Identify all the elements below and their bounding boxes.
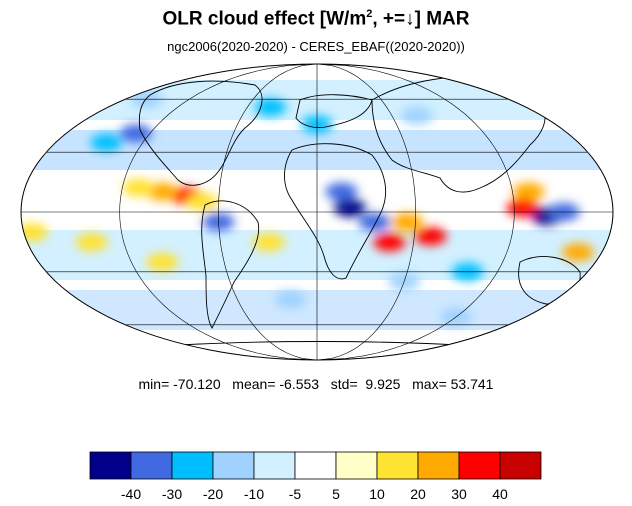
cloud-effect-patch [325, 182, 358, 201]
africa-coast [284, 143, 386, 280]
cloud-effect-patch [512, 182, 545, 201]
colorbar-box [458, 451, 501, 480]
map-subtitle: ngc2006(2020-2020) - CERES_EBAF((2020-20… [167, 39, 465, 54]
cloud-effect-patch [414, 227, 447, 246]
colorbar-tick-label: 40 [492, 486, 508, 502]
cloud-effect-patch [186, 192, 219, 211]
cloud-effect-patch [506, 198, 539, 217]
colorbar-tick-label: -30 [162, 486, 182, 502]
cloud-effect-patch [119, 124, 152, 143]
cloud-effect-patch [274, 290, 307, 309]
colorbar-tick-label: 10 [369, 486, 385, 502]
stat-max: 53.741 [450, 376, 494, 392]
cloud-effect-patch [391, 213, 424, 232]
colorbar-tick-label: -5 [289, 486, 302, 502]
north-america-coast [138, 80, 263, 186]
colorbar-box [335, 451, 378, 480]
stat-min: -70.120 [173, 376, 221, 392]
colorbar-box [253, 451, 296, 480]
colorbar-tick-label: -20 [203, 486, 223, 502]
cloud-effect-patch [373, 233, 406, 252]
cloud-effect-patch [90, 133, 123, 152]
cloud-effect-patch [122, 178, 155, 197]
colorbar-box [89, 451, 132, 480]
colorbar-tick-label: -40 [121, 486, 141, 502]
statistics-line: min= -70.120 mean= -6.553 std= 9.925 max… [138, 376, 494, 392]
colorbar-box [499, 451, 542, 480]
colorbar-box [294, 451, 337, 480]
cloud-effect-patch [75, 233, 108, 252]
colorbar: -40 -30 -20 -10 -5 5 10 20 30 40 [89, 451, 542, 502]
south-america-coast [201, 200, 260, 329]
colorbar-box [417, 451, 460, 480]
map-title: OLR cloud effect [W/m2, +=↓] MAR [162, 8, 470, 30]
stat-std: 9.925 [365, 376, 401, 392]
colorbar-box [212, 451, 255, 480]
colorbar-box [376, 451, 419, 480]
meridian-line [317, 64, 417, 360]
meridian-line [317, 64, 515, 360]
cloud-effect-patch [333, 198, 366, 217]
colorbar-tick-label: 30 [451, 486, 467, 502]
map-border [20, 63, 614, 361]
colorbar-tick-label: 20 [410, 486, 426, 502]
colorbar-box [130, 451, 173, 480]
colorbar-tick-label: 5 [332, 486, 340, 502]
cloud-effect-patch [400, 106, 433, 125]
cloud-effect-patch [562, 243, 595, 262]
colorbar-box [171, 451, 214, 480]
mollweide-map [20, 63, 614, 361]
colorbar-boxes [89, 451, 542, 480]
cloud-effect-patch [146, 253, 179, 272]
colorbar-tick-label: -10 [244, 486, 264, 502]
stat-mean: -6.553 [279, 376, 320, 392]
cloud-effect-patch [21, 223, 48, 242]
colorbar-ticks: -40 -30 -20 -10 -5 5 10 20 30 40 [121, 486, 508, 502]
meridian-line [217, 64, 317, 360]
cloud-effect-patch [254, 98, 287, 117]
coastlines [99, 75, 581, 353]
cloud-effect-patch [358, 213, 391, 232]
cloud-effect-patch [252, 233, 285, 252]
europe-coast [295, 94, 373, 129]
meridian-line [119, 64, 317, 360]
